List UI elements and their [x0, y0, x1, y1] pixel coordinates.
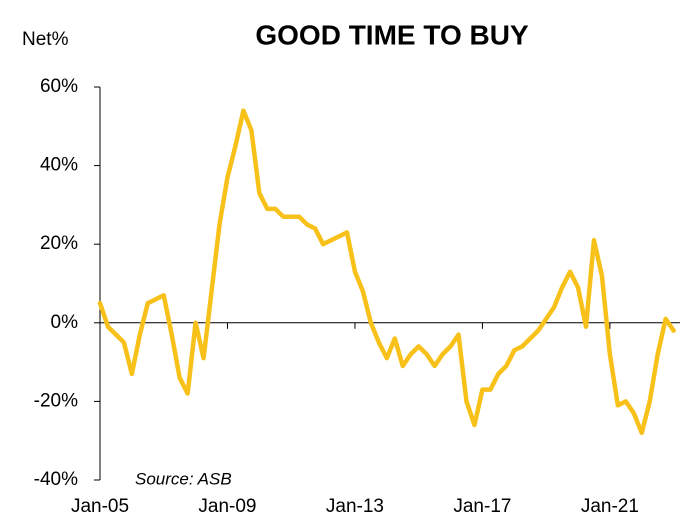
y-axis-label: Net%	[22, 29, 69, 50]
annotation: Source: ASB	[135, 469, 232, 488]
chart-title: GOOD TIME TO BUY	[255, 19, 529, 50]
y-tick-label: 40%	[40, 155, 78, 176]
x-tick-label: Jan-13	[326, 496, 384, 517]
y-tick-label: 0%	[51, 312, 79, 333]
x-tick-label: Jan-21	[581, 496, 639, 517]
data-line	[97, 108, 676, 436]
x-tick-label: Jan-17	[453, 496, 511, 517]
y-tick-label: 60%	[40, 76, 78, 97]
x-tick-label: Jan-05	[71, 496, 129, 517]
y-tick-label: 20%	[40, 233, 78, 254]
y-tick-label: -40%	[34, 469, 78, 490]
x-tick-label: Jan-09	[198, 496, 256, 517]
y-tick-label: -20%	[34, 390, 78, 411]
